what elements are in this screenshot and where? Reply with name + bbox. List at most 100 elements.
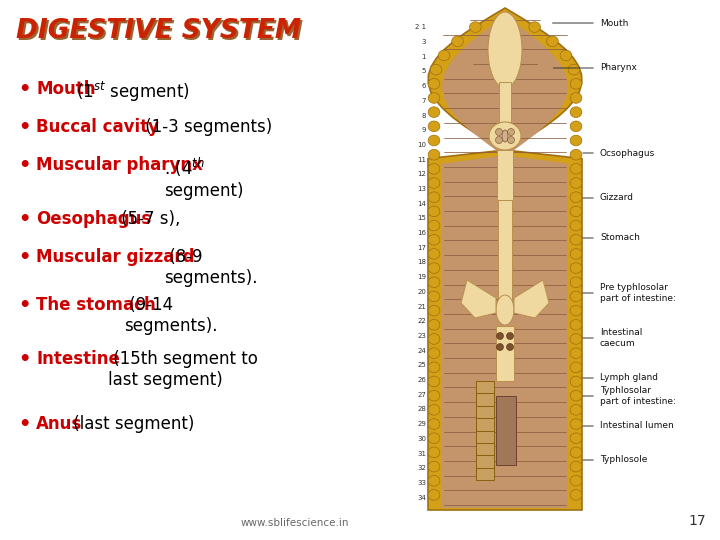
Ellipse shape xyxy=(570,277,582,288)
Text: 17: 17 xyxy=(417,245,426,251)
Ellipse shape xyxy=(568,64,580,75)
Ellipse shape xyxy=(428,433,440,443)
Circle shape xyxy=(506,333,513,340)
Ellipse shape xyxy=(496,295,514,325)
Text: Anus: Anus xyxy=(36,415,82,433)
Ellipse shape xyxy=(428,121,440,132)
Bar xyxy=(497,150,513,200)
Text: 29: 29 xyxy=(417,421,426,427)
Ellipse shape xyxy=(451,36,464,46)
Text: 26: 26 xyxy=(417,377,426,383)
Ellipse shape xyxy=(570,362,582,373)
Ellipse shape xyxy=(469,22,481,32)
Ellipse shape xyxy=(570,305,582,316)
Text: Mouth: Mouth xyxy=(600,18,629,28)
Text: 28: 28 xyxy=(417,407,426,413)
Ellipse shape xyxy=(428,107,440,118)
Ellipse shape xyxy=(428,348,440,359)
Text: 23: 23 xyxy=(417,333,426,339)
Text: 13: 13 xyxy=(417,186,426,192)
Polygon shape xyxy=(461,280,496,318)
Ellipse shape xyxy=(428,376,440,387)
Bar xyxy=(496,326,514,381)
Text: Intestinal
caecum: Intestinal caecum xyxy=(600,328,642,348)
Text: 20: 20 xyxy=(417,289,426,295)
Ellipse shape xyxy=(428,461,440,472)
Ellipse shape xyxy=(570,135,582,146)
Text: Intestinal lumen: Intestinal lumen xyxy=(600,422,674,430)
Ellipse shape xyxy=(570,320,582,330)
Text: Gizzard: Gizzard xyxy=(600,193,634,202)
Text: Mouth: Mouth xyxy=(36,80,96,98)
Text: Intestine: Intestine xyxy=(36,350,120,368)
Text: 27: 27 xyxy=(417,392,426,398)
Ellipse shape xyxy=(428,164,440,174)
Ellipse shape xyxy=(428,277,440,288)
Text: DIGESTIVE SYSTEM: DIGESTIVE SYSTEM xyxy=(18,20,303,46)
Text: 21: 21 xyxy=(417,303,426,309)
Text: 14: 14 xyxy=(417,201,426,207)
Text: 25: 25 xyxy=(418,362,426,368)
Ellipse shape xyxy=(560,50,572,61)
Ellipse shape xyxy=(428,248,440,259)
Ellipse shape xyxy=(570,404,582,415)
Text: 6: 6 xyxy=(421,83,426,89)
Text: 12: 12 xyxy=(417,171,426,177)
Ellipse shape xyxy=(570,248,582,259)
Text: 11: 11 xyxy=(417,157,426,163)
Ellipse shape xyxy=(570,390,582,401)
Ellipse shape xyxy=(428,490,440,500)
Ellipse shape xyxy=(428,404,440,415)
Ellipse shape xyxy=(428,206,440,217)
Ellipse shape xyxy=(570,206,582,217)
Text: Muscular gizzard: Muscular gizzard xyxy=(36,248,194,266)
Text: Stomach: Stomach xyxy=(600,233,640,242)
Text: 2 1: 2 1 xyxy=(415,24,426,30)
Ellipse shape xyxy=(508,129,515,136)
Ellipse shape xyxy=(570,461,582,472)
Ellipse shape xyxy=(428,334,440,345)
Polygon shape xyxy=(442,16,568,508)
Text: •: • xyxy=(18,80,30,99)
Text: •: • xyxy=(18,248,30,267)
Ellipse shape xyxy=(489,122,521,150)
Text: (last segment): (last segment) xyxy=(68,415,194,433)
Ellipse shape xyxy=(570,234,582,245)
Text: •: • xyxy=(18,118,30,137)
Ellipse shape xyxy=(438,50,450,61)
Ellipse shape xyxy=(570,490,582,500)
Ellipse shape xyxy=(428,220,440,231)
Text: 24: 24 xyxy=(418,348,426,354)
Text: 15: 15 xyxy=(417,215,426,221)
Text: Lymph gland: Lymph gland xyxy=(600,374,658,382)
Ellipse shape xyxy=(430,64,442,75)
Text: (9-14
segments).: (9-14 segments). xyxy=(124,296,217,335)
Text: 18: 18 xyxy=(417,260,426,266)
Text: 16: 16 xyxy=(417,230,426,236)
Text: 19: 19 xyxy=(417,274,426,280)
Ellipse shape xyxy=(528,22,541,32)
Text: 8: 8 xyxy=(421,112,426,119)
Ellipse shape xyxy=(428,390,440,401)
Text: Buccal cavity: Buccal cavity xyxy=(36,118,159,136)
Text: 32: 32 xyxy=(417,465,426,471)
Text: Oesophagus: Oesophagus xyxy=(36,210,151,228)
Text: 22: 22 xyxy=(418,318,426,325)
Text: www.sblifescience.in: www.sblifescience.in xyxy=(240,518,349,528)
Ellipse shape xyxy=(428,418,440,429)
Text: 31: 31 xyxy=(417,450,426,456)
Ellipse shape xyxy=(488,12,522,88)
Polygon shape xyxy=(514,280,549,318)
Ellipse shape xyxy=(570,121,582,132)
Ellipse shape xyxy=(428,362,440,373)
Text: 33: 33 xyxy=(417,480,426,486)
Ellipse shape xyxy=(570,433,582,443)
Text: 9: 9 xyxy=(421,127,426,133)
Ellipse shape xyxy=(570,164,582,174)
Text: 10: 10 xyxy=(417,142,426,148)
Text: 30: 30 xyxy=(417,436,426,442)
Text: 5: 5 xyxy=(422,69,426,75)
Ellipse shape xyxy=(428,78,440,89)
Text: 17: 17 xyxy=(688,514,706,528)
Ellipse shape xyxy=(570,348,582,359)
